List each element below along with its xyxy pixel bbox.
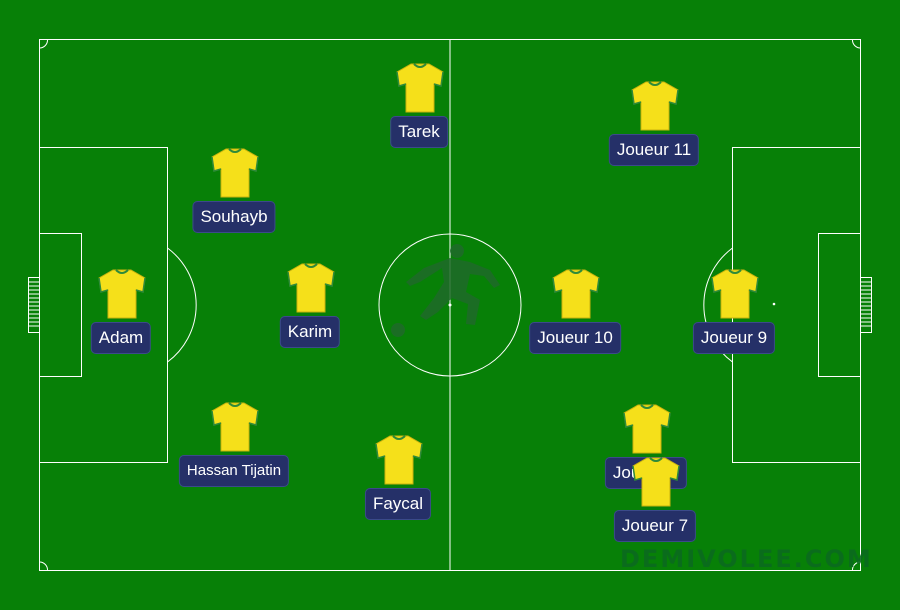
player-name-label: Souhayb <box>192 201 276 233</box>
player-name-label: Faycal <box>364 488 432 520</box>
player-name-label: Joueur 9 <box>692 322 776 354</box>
jersey-icon <box>552 269 600 319</box>
player-joueur-7[interactable]: Joueur 7 <box>585 456 725 556</box>
player-name-label: Karim <box>279 316 341 348</box>
center-circle <box>378 233 522 377</box>
player-name-label: Tarek <box>390 116 448 148</box>
player-souhayb[interactable]: Souhayb <box>164 147 304 247</box>
jersey-icon <box>396 63 444 113</box>
player-karim[interactable]: Karim <box>240 262 380 362</box>
player-name-label: Joueur 11 <box>608 134 700 166</box>
right-goal <box>860 277 872 333</box>
jersey-icon <box>711 269 759 319</box>
corner-arc <box>852 39 861 49</box>
player-name-label: Joueur 7 <box>613 510 697 542</box>
jersey-icon <box>98 269 146 319</box>
jersey-icon <box>287 263 335 313</box>
jersey-icon <box>211 402 259 452</box>
watermark: DEMIVOLEE.COM <box>620 545 873 573</box>
jersey-icon <box>632 457 680 507</box>
left-penalty-arc <box>167 247 197 363</box>
jersey-icon <box>211 148 259 198</box>
penalty-spot <box>772 302 776 306</box>
player-tarek[interactable]: Tarek <box>349 62 489 162</box>
player-joueur-10[interactable]: Joueur 10 <box>505 268 645 368</box>
player-name-label: Adam <box>90 322 152 354</box>
left-goal <box>28 277 40 333</box>
player-kicking-icon <box>391 244 500 337</box>
jersey-icon <box>375 435 423 485</box>
corner-arc <box>852 561 861 571</box>
player-joueur-9[interactable]: Joueur 9 <box>664 268 804 368</box>
player-hassan-tijatin[interactable]: Hassan Tijatin <box>164 401 304 501</box>
right-goal-box <box>818 233 861 377</box>
jersey-icon <box>631 81 679 131</box>
center-spot <box>448 303 452 307</box>
player-faycal[interactable]: Faycal <box>328 434 468 534</box>
corner-arc <box>39 39 48 49</box>
jersey-icon <box>623 404 671 454</box>
player-name-label: Joueur 10 <box>529 322 621 354</box>
player-name-label: Hassan Tijatin <box>178 455 290 487</box>
corner-arc <box>39 561 48 571</box>
player-joueur-11[interactable]: Joueur 11 <box>584 80 724 180</box>
player-adam[interactable]: Adam <box>51 268 191 368</box>
